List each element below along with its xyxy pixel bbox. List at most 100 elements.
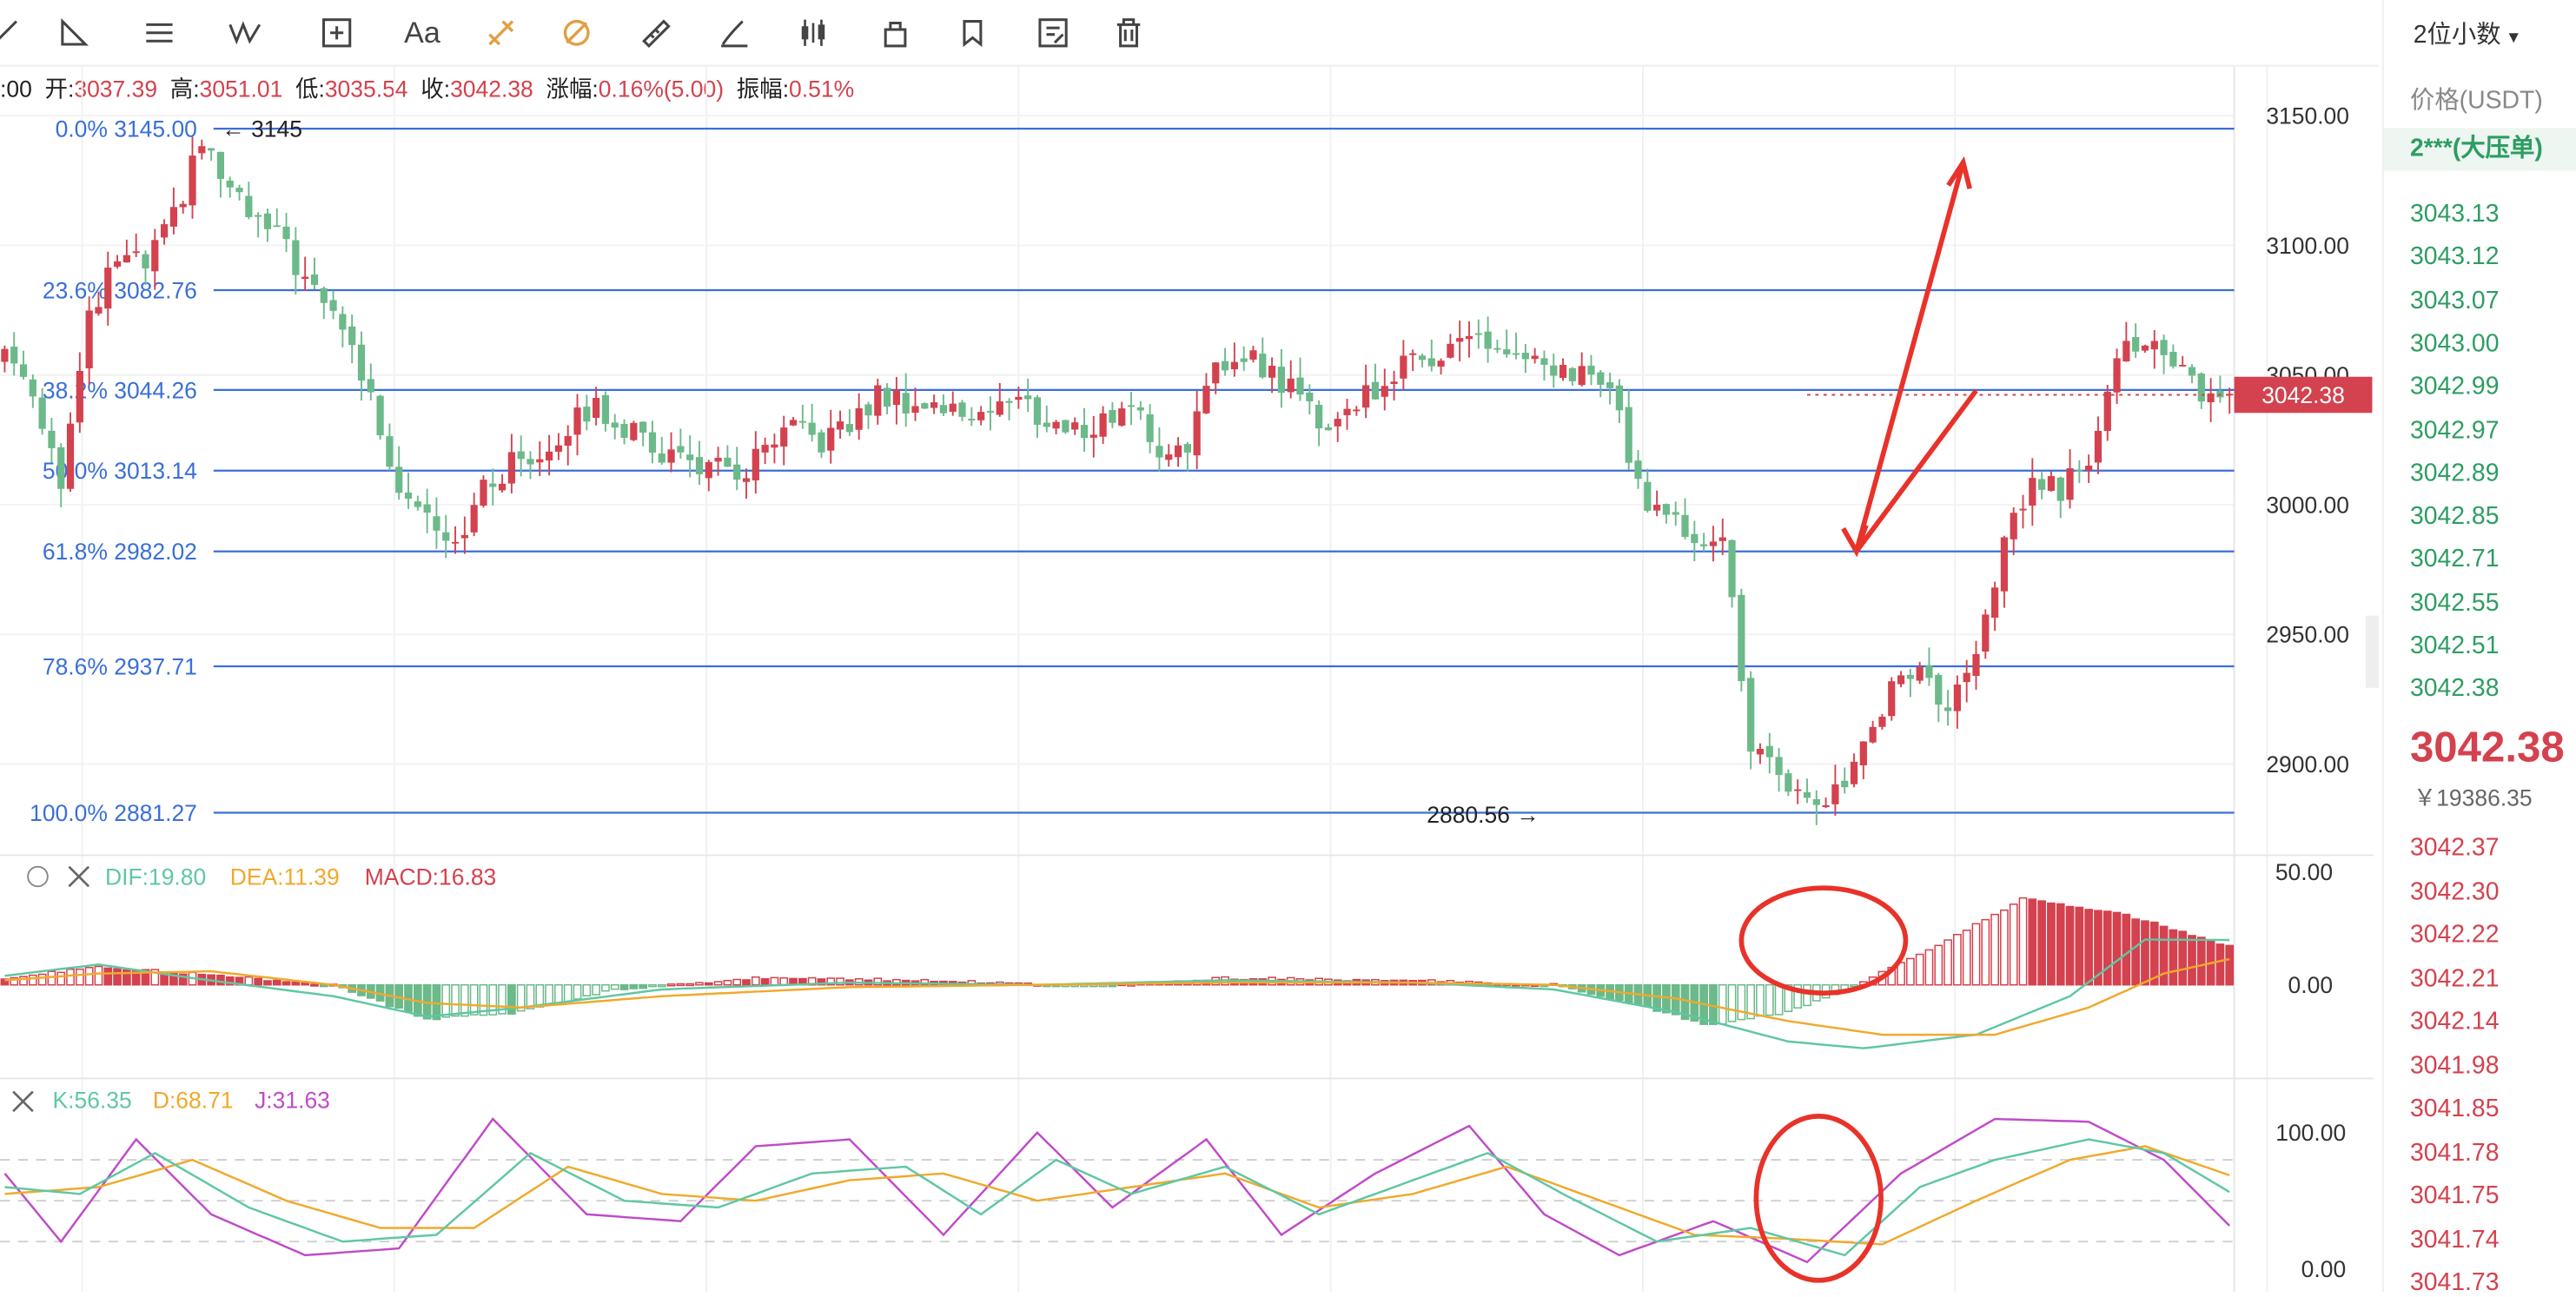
candle xyxy=(1953,675,1961,729)
candle-body xyxy=(1990,587,1999,619)
candle xyxy=(1493,340,1501,354)
candle-body xyxy=(1400,355,1407,379)
lock-icon[interactable] xyxy=(871,10,920,56)
candle-body xyxy=(95,307,103,314)
candle xyxy=(827,409,835,464)
delete-icon[interactable] xyxy=(1104,10,1154,56)
measure-icon[interactable] xyxy=(312,10,361,56)
candle-body xyxy=(2047,476,2056,491)
ask-price-row[interactable]: 3042.51 xyxy=(2409,632,2500,660)
candle xyxy=(2076,460,2083,483)
candle-body xyxy=(554,445,563,453)
macd-histogram-bar xyxy=(254,977,263,986)
candle-body xyxy=(2197,374,2205,402)
candle xyxy=(1578,352,1586,387)
candle-body xyxy=(724,457,732,467)
ask-price-row[interactable]: 3043.07 xyxy=(2409,286,2500,315)
big-order-label: 2***(大压单) xyxy=(2383,128,2576,171)
candle xyxy=(1944,690,1952,726)
bid-price-row[interactable]: 3041.98 xyxy=(2409,1051,2500,1080)
text-icon[interactable]: Aa xyxy=(398,10,447,56)
fib-extension-icon[interactable] xyxy=(552,10,601,56)
candle-body xyxy=(1906,674,1914,679)
edit-icon[interactable] xyxy=(1029,10,1078,56)
amplitude-value: 0.51% xyxy=(789,75,855,103)
candle-body xyxy=(1982,614,1990,652)
candle-body xyxy=(1765,745,1773,758)
ask-price-row[interactable]: 3042.55 xyxy=(2409,588,2500,617)
candle xyxy=(1878,713,1886,731)
candle xyxy=(1212,361,1220,394)
bid-price-row[interactable]: 3041.73 xyxy=(2409,1268,2500,1297)
macd-histogram-bar xyxy=(582,983,592,996)
candle-body xyxy=(1334,419,1341,427)
ask-price-row[interactable]: 3042.89 xyxy=(2409,459,2500,487)
candle xyxy=(1963,659,1970,703)
candle-body xyxy=(1738,594,1745,682)
candle xyxy=(104,251,112,326)
close-label: 收: xyxy=(421,75,451,103)
bid-price-row[interactable]: 3042.22 xyxy=(2409,921,2500,950)
macd-histogram-bar xyxy=(751,976,760,986)
candle xyxy=(1803,778,1811,804)
candle-body xyxy=(1427,358,1435,367)
candle xyxy=(2113,348,2121,404)
candle xyxy=(2103,384,2111,441)
macd-histogram-bar xyxy=(836,977,844,986)
bid-price-row[interactable]: 3042.21 xyxy=(2409,964,2500,993)
candle-body xyxy=(1869,726,1877,743)
bid-price-row[interactable]: 3042.14 xyxy=(2409,1008,2500,1036)
bid-price-row[interactable]: 3041.85 xyxy=(2409,1095,2500,1123)
precision-select[interactable]: 2位小数 ▼ xyxy=(2414,17,2522,51)
candle-body xyxy=(423,504,431,513)
candle-body xyxy=(189,156,196,206)
macd-histogram-bar xyxy=(695,982,704,986)
candle-body xyxy=(1794,789,1802,791)
bid-price-row[interactable]: 3041.74 xyxy=(2409,1225,2500,1254)
macd-histogram-bar xyxy=(2075,906,2084,986)
macd-histogram-bar xyxy=(1944,939,1952,986)
ask-price-row[interactable]: 3042.38 xyxy=(2409,675,2500,704)
ask-price-row[interactable]: 3043.00 xyxy=(2409,329,2500,358)
candle-body xyxy=(2094,430,2103,463)
candle xyxy=(1334,412,1341,442)
ask-price-row[interactable]: 3043.12 xyxy=(2409,243,2500,272)
candle xyxy=(189,136,196,219)
bid-price-row[interactable]: 3042.37 xyxy=(2409,833,2500,862)
elliott-wave-icon[interactable] xyxy=(220,10,269,56)
candle-pattern-icon[interactable] xyxy=(789,10,838,56)
ask-price-row[interactable]: 3042.85 xyxy=(2409,502,2500,531)
candle xyxy=(1972,640,1980,691)
bid-price-row[interactable]: 3041.78 xyxy=(2409,1138,2500,1167)
ask-price-row[interactable]: 3043.13 xyxy=(2409,200,2500,228)
candle-body xyxy=(1718,537,1726,541)
candle-body xyxy=(1146,414,1154,442)
parallel-lines-icon[interactable] xyxy=(135,10,184,56)
brush-icon[interactable] xyxy=(710,10,759,56)
candle-body xyxy=(1662,504,1671,515)
candle-body xyxy=(198,146,206,154)
candle xyxy=(1709,526,1718,562)
line-tool-icon[interactable] xyxy=(0,10,30,56)
candle-body xyxy=(1249,350,1257,360)
open-value: 3037.39 xyxy=(74,75,158,103)
candle-body xyxy=(376,395,384,436)
bid-price-row[interactable]: 3041.75 xyxy=(2409,1181,2500,1210)
macd-histogram-bar xyxy=(113,968,122,986)
candle-body xyxy=(780,427,788,447)
ask-price-row[interactable]: 3042.71 xyxy=(2409,546,2500,574)
candle xyxy=(1287,360,1295,399)
ask-price-row[interactable]: 3042.97 xyxy=(2409,415,2500,445)
fib-retracement-icon[interactable] xyxy=(476,10,526,56)
bid-price-row[interactable]: 3042.30 xyxy=(2409,877,2500,906)
candle xyxy=(724,445,732,467)
amplitude-label: 振幅: xyxy=(736,75,790,103)
angle-tool-icon[interactable] xyxy=(50,10,99,56)
candle xyxy=(301,256,309,291)
candle xyxy=(620,419,628,445)
ask-price-row[interactable]: 3042.99 xyxy=(2409,373,2500,401)
ruler-icon[interactable] xyxy=(631,10,680,56)
layers-icon[interactable] xyxy=(950,10,999,56)
cny-price: ￥19386.35 xyxy=(2413,784,2533,811)
